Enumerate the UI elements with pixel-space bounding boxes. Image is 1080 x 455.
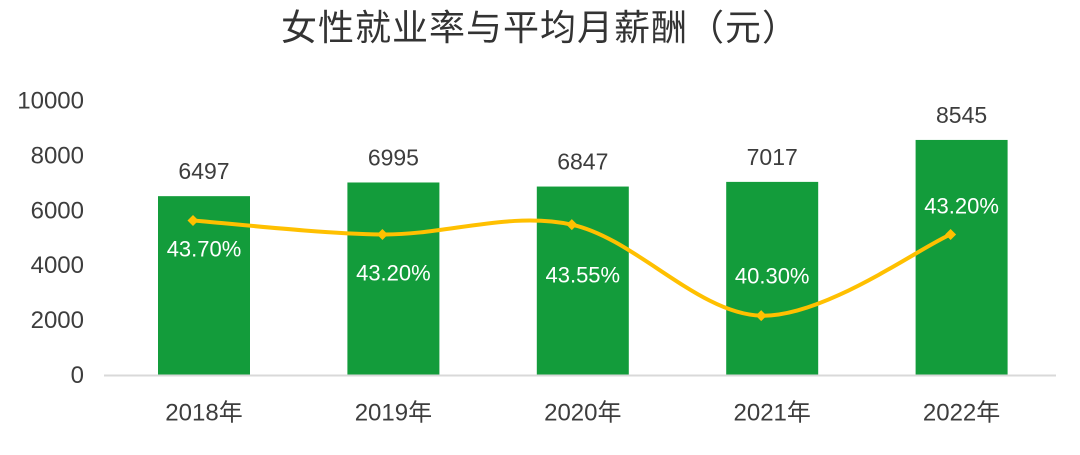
bar	[347, 182, 440, 375]
line-percent-label: 43.20%	[924, 193, 999, 218]
bar	[726, 181, 819, 375]
line-marker	[376, 228, 388, 240]
line-marker	[755, 310, 767, 322]
chart-title: 女性就业率与平均月薪酬（元）	[280, 7, 799, 48]
line-marker	[566, 219, 578, 231]
y-axis-tick-label: 0	[71, 362, 84, 389]
line-percent-label: 43.20%	[356, 260, 431, 285]
line-marker	[945, 228, 957, 240]
bar-value-label: 7017	[747, 144, 798, 170]
y-axis-tick-label: 6000	[31, 197, 84, 224]
bar	[915, 139, 1008, 375]
x-axis-label: 2020年	[544, 400, 621, 427]
y-axis-tick-label: 8000	[31, 142, 84, 169]
bar-value-label: 6847	[557, 149, 608, 175]
bar-value-label: 6995	[368, 144, 419, 170]
x-axis-label: 2021年	[734, 400, 811, 427]
y-axis-tick-label: 2000	[31, 307, 84, 334]
bar-value-label: 6497	[178, 158, 229, 184]
y-axis-tick-label: 10000	[17, 88, 84, 115]
bar-value-label: 8545	[936, 102, 987, 128]
x-axis-label: 2019年	[355, 400, 432, 427]
line-percent-label: 43.55%	[545, 263, 620, 288]
y-axis-tick-label: 4000	[31, 252, 84, 279]
x-axis-label: 2022年	[923, 400, 1000, 427]
line-percent-label: 40.30%	[735, 264, 810, 289]
line-series	[191, 218, 953, 318]
line-marker	[187, 214, 199, 226]
line-percent-label: 43.70%	[167, 236, 242, 261]
bar	[536, 186, 629, 375]
x-axis-label: 2018年	[165, 400, 242, 427]
